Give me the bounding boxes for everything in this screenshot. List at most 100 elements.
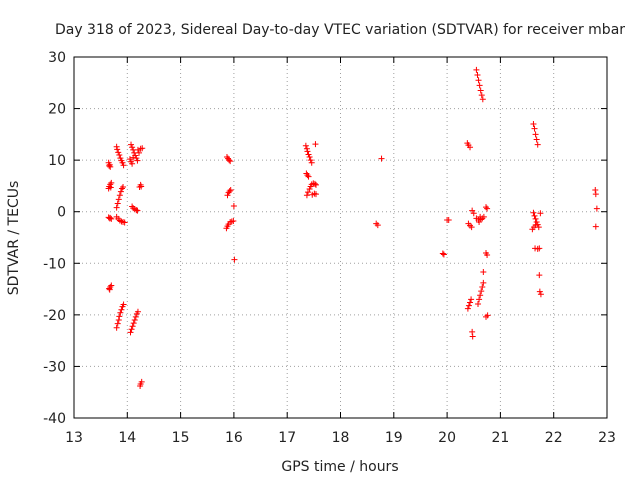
data-point: [530, 209, 537, 216]
data-point: [483, 204, 490, 211]
data-point: [230, 203, 237, 210]
data-point: [532, 215, 539, 222]
data-point: [445, 216, 452, 223]
data-point: [108, 282, 115, 289]
data-point: [592, 191, 599, 198]
data-point: [118, 306, 125, 313]
data-point: [227, 187, 234, 194]
x-axis-label: GPS time / hours: [281, 459, 398, 475]
data-point: [469, 333, 476, 340]
data-point: [107, 184, 114, 191]
data-point: [138, 378, 145, 385]
data-point: [107, 214, 114, 221]
y-tick-label: -20: [43, 308, 66, 324]
data-point: [531, 125, 538, 132]
data-point: [534, 245, 541, 252]
data-point: [137, 145, 144, 152]
data-point: [465, 302, 472, 309]
data-point: [537, 210, 544, 217]
data-point: [132, 313, 139, 320]
data-point: [303, 192, 310, 199]
data-point: [530, 121, 537, 128]
data-point: [115, 317, 122, 324]
data-point: [106, 215, 113, 222]
y-tick-label: -40: [43, 411, 66, 427]
data-point: [533, 219, 540, 226]
data-point: [128, 141, 135, 148]
data-point: [477, 213, 484, 220]
x-tick-label: 16: [225, 430, 243, 446]
data-point: [114, 200, 121, 207]
data-point: [119, 159, 126, 166]
x-tick-label: 19: [385, 430, 403, 446]
data-point: [134, 146, 141, 153]
data-point: [120, 301, 127, 308]
data-point: [133, 155, 140, 162]
data-point: [227, 158, 234, 165]
data-point: [593, 205, 600, 212]
data-point: [106, 286, 113, 293]
data-point: [127, 329, 134, 336]
data-point: [468, 296, 475, 303]
data-point: [478, 92, 485, 99]
data-point: [483, 313, 490, 320]
data-point: [479, 96, 486, 103]
data-point: [304, 189, 311, 196]
data-point: [373, 220, 380, 227]
data-points: [105, 66, 600, 390]
x-tick-label: 17: [278, 430, 296, 446]
x-tick-label: 14: [118, 430, 136, 446]
data-point: [117, 188, 124, 195]
data-point: [129, 144, 136, 151]
data-point: [134, 207, 141, 214]
data-point: [120, 183, 127, 190]
data-point: [467, 299, 474, 306]
data-point: [116, 313, 123, 320]
data-point: [230, 217, 237, 224]
data-point: [532, 131, 539, 138]
data-point: [226, 157, 233, 164]
data-point: [116, 192, 123, 199]
data-point: [130, 154, 137, 161]
data-point: [440, 251, 447, 258]
data-point: [134, 308, 141, 315]
y-tick-label: 30: [48, 50, 66, 66]
data-point: [131, 317, 138, 324]
data-point: [305, 173, 312, 180]
data-point: [107, 163, 114, 170]
x-tick-label: 23: [598, 430, 616, 446]
data-point: [374, 222, 381, 229]
data-point: [484, 312, 491, 319]
data-point: [475, 77, 482, 84]
data-point: [480, 269, 487, 276]
data-point: [116, 151, 123, 158]
data-point: [120, 219, 127, 226]
data-point: [106, 162, 113, 169]
data-point: [469, 328, 476, 335]
data-point: [468, 224, 475, 231]
data-point: [138, 183, 145, 190]
x-tick-label: 20: [438, 430, 456, 446]
data-point: [311, 180, 318, 187]
data-point: [120, 162, 127, 169]
x-tick-label: 21: [491, 430, 509, 446]
data-point: [113, 204, 120, 211]
data-point: [378, 155, 385, 162]
data-point: [113, 324, 120, 331]
data-point: [474, 72, 481, 79]
data-point: [114, 146, 121, 153]
data-point: [117, 155, 124, 162]
axes: 13 14 15 16 17 18 19 20 21 22 23 -40 -30 -20 -10 0 10 20 3…: [43, 50, 616, 446]
data-point: [118, 185, 125, 192]
data-point: [304, 172, 311, 179]
data-point: [108, 215, 115, 222]
data-point: [307, 157, 314, 164]
x-tick-label: 18: [332, 430, 350, 446]
data-point: [312, 181, 319, 188]
data-point: [536, 245, 543, 252]
data-point: [231, 256, 238, 263]
data-point: [592, 223, 599, 230]
data-point: [129, 323, 136, 330]
data-point: [306, 186, 313, 193]
